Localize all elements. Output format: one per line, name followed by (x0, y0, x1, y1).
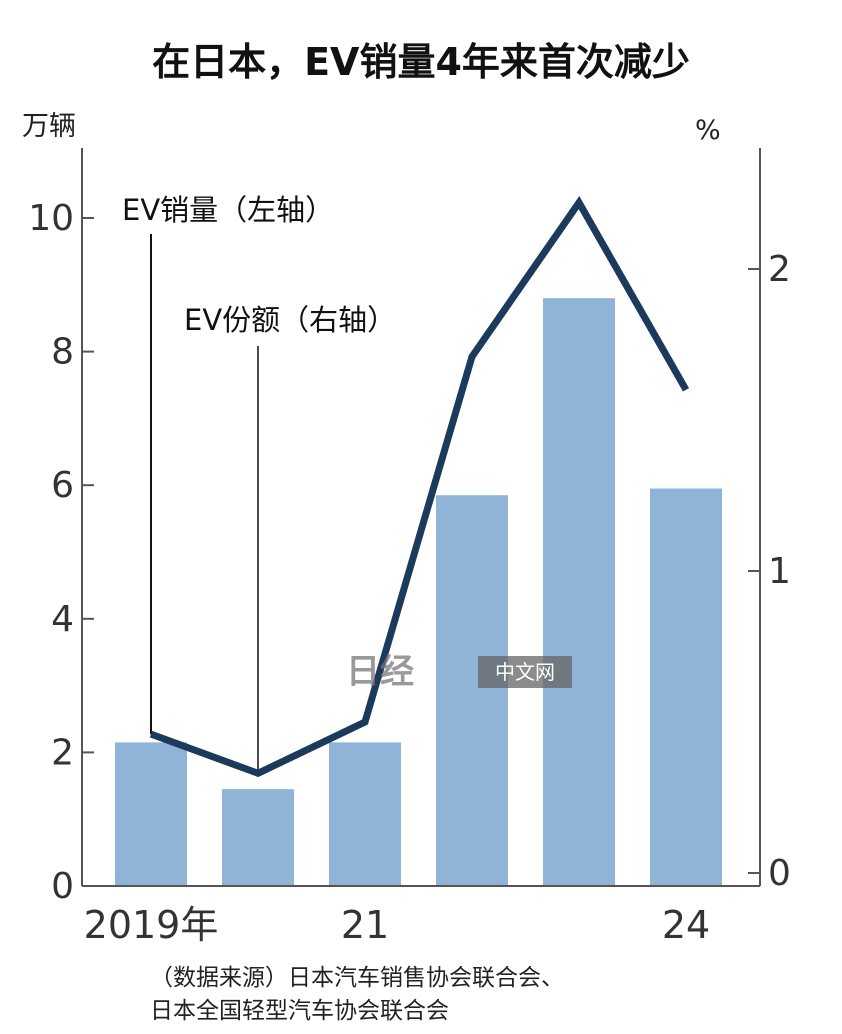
left-axis-ticks: 0 2 4 6 8 10 (28, 198, 94, 907)
left-tick-label-6: 6 (51, 465, 74, 506)
x-tick-label-2021: 21 (341, 903, 389, 947)
watermark: 日经 中文网 (346, 652, 572, 692)
chart-title: 在日本，EV销量4年来首次减少 (152, 40, 690, 84)
right-tick-label-1: 1 (768, 551, 791, 592)
bar-series (115, 298, 722, 886)
bar-2023 (543, 298, 615, 886)
left-tick-label-4: 4 (51, 599, 74, 640)
bar-2021 (329, 742, 401, 886)
x-tick-label-2019: 2019年 (84, 903, 219, 947)
bar-2020 (222, 789, 294, 886)
bar-2024 (650, 488, 722, 886)
sales-series-label: EV销量（左轴） (122, 193, 334, 227)
watermark-label: 中文网 (495, 660, 555, 684)
left-axis-unit: 万辆 (22, 111, 76, 142)
right-tick-label-2: 2 (768, 249, 791, 290)
share-line (149, 196, 690, 778)
right-tick-label-0: 0 (768, 853, 791, 894)
x-tick-label-2024: 24 (662, 903, 710, 947)
left-tick-label-8: 8 (51, 332, 74, 373)
watermark-label-bg (478, 656, 572, 688)
bar-2019 (115, 742, 187, 886)
share-series-label: EV份额（右轴） (184, 303, 396, 337)
left-tick-label-2: 2 (51, 732, 74, 773)
right-axis-ticks: 0 1 2 (748, 249, 791, 894)
x-axis-ticks: 2019年 21 24 (84, 903, 711, 947)
series-annotations: EV销量（左轴） EV份额（右轴） (122, 193, 396, 774)
left-tick-label-0: 0 (51, 866, 74, 907)
source-line-2: 日本全国轻型汽车协会联合会 (150, 998, 449, 1024)
watermark-logo: 日经 (346, 652, 414, 692)
bar-2022 (436, 495, 508, 886)
source-line-1: （数据来源）日本汽车销售协会联合会、 (150, 965, 564, 991)
left-tick-label-10: 10 (28, 198, 74, 239)
right-axis-unit: % (695, 115, 721, 146)
